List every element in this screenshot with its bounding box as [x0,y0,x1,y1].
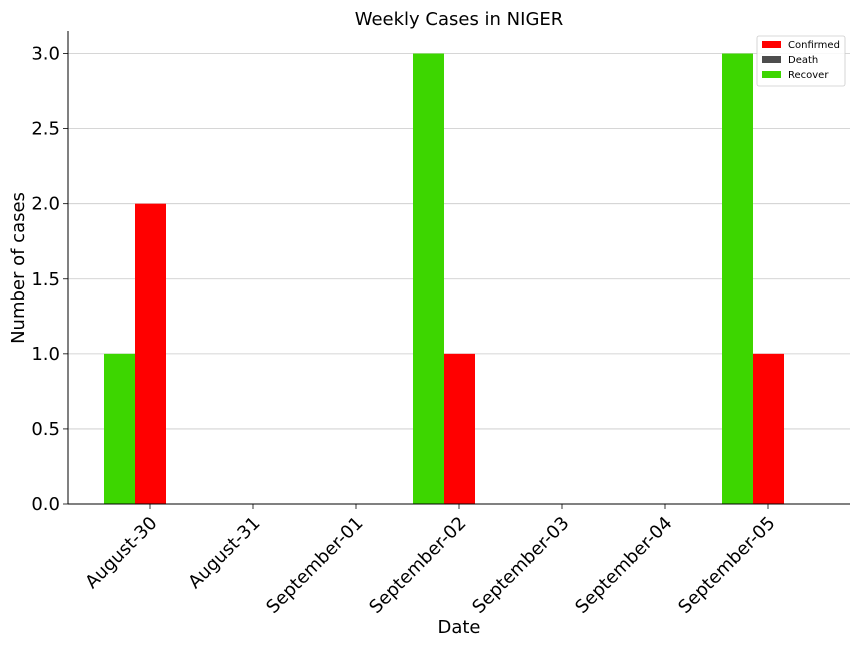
x-tick-label: September-05 [674,513,779,618]
y-tick-label: 1.0 [31,344,60,365]
legend-swatch-recover [762,71,781,78]
x-tick-label: September-02 [365,513,470,618]
x-tick-label: September-04 [571,513,676,618]
bar-recover-august-30 [104,353,135,504]
x-axis-title: Date [437,617,480,638]
y-tick-label: 0.0 [31,494,60,515]
y-tick-labels: 0.0 0.5 1.0 1.5 2.0 2.5 3.0 [31,44,60,515]
chart-title: Weekly Cases in NIGER [355,9,564,30]
x-tick-label: September-03 [468,513,573,618]
x-tick-label: August-31 [184,513,264,593]
y-tick-label: 2.5 [31,119,60,140]
y-axis-title: Number of cases [8,192,29,344]
x-tick-label: September-01 [262,513,367,618]
bars [104,53,784,505]
legend-swatch-confirmed [762,41,781,48]
y-tick-label: 0.5 [31,419,60,440]
x-tick-label: August-30 [81,513,161,593]
y-tick-label: 3.0 [31,44,60,65]
bar-confirmed-august-30 [135,203,166,504]
legend: Confirmed Death Recover [756,35,846,87]
bar-confirmed-september-02 [444,353,475,504]
bar-recover-september-02 [413,53,444,505]
legend-label-recover: Recover [788,70,829,81]
legend-label-confirmed: Confirmed [788,40,840,51]
legend-swatch-death [762,56,781,63]
x-tick-labels: August-30 August-31September-01September-… [81,504,780,618]
y-tick-label: 1.5 [31,269,60,290]
legend-label-death: Death [788,55,818,66]
y-tick-label: 2.0 [31,194,60,215]
bar-confirmed-september-05 [753,353,784,504]
bar-recover-september-05 [722,53,753,505]
